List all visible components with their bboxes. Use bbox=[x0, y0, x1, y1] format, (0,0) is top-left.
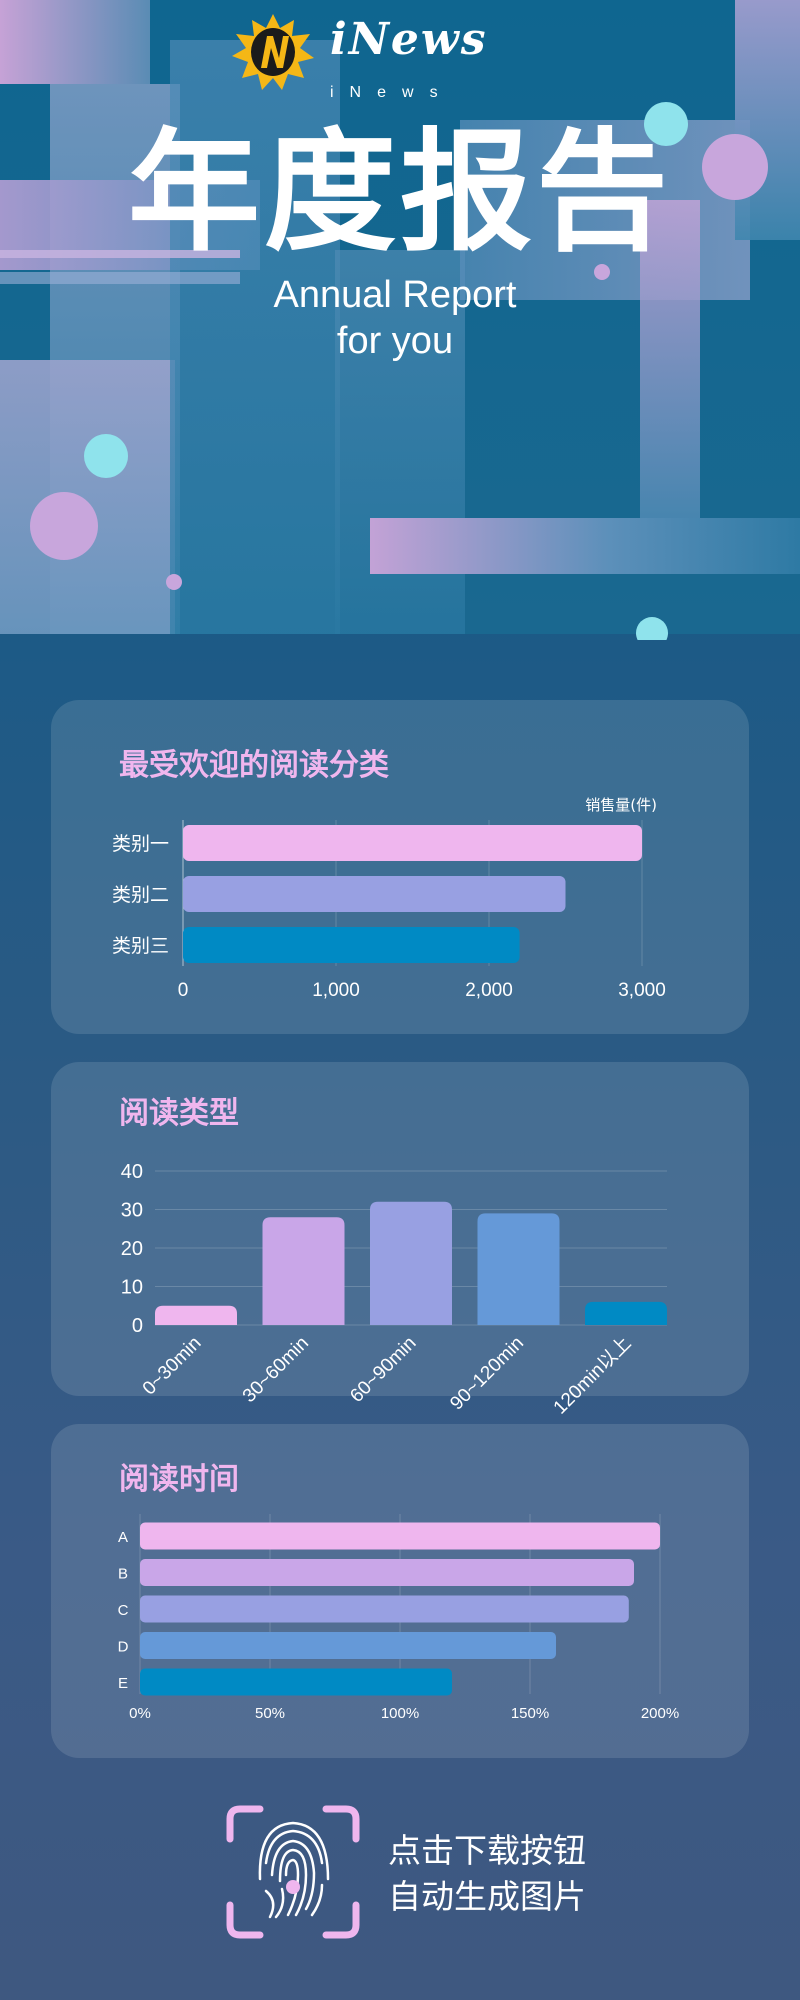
category-label: 类别三 bbox=[112, 935, 169, 957]
bar bbox=[140, 1668, 452, 1696]
bar bbox=[140, 1632, 556, 1659]
chart-title: 最受欢迎的阅读分类 bbox=[119, 748, 389, 783]
page-title: 年度报告 bbox=[128, 116, 672, 270]
deco-block bbox=[0, 0, 150, 84]
bar bbox=[183, 825, 642, 861]
x-tick-label: 0~30min bbox=[139, 1333, 206, 1400]
x-tick-label: 120min以上 bbox=[549, 1332, 635, 1418]
logo-wordmark: iNews bbox=[330, 14, 488, 65]
brand-logo: iNews iNews bbox=[230, 12, 500, 101]
fingerprint-icon[interactable] bbox=[226, 1805, 360, 1939]
bar bbox=[140, 1559, 634, 1586]
x-tick-label: 50% bbox=[255, 1705, 285, 1722]
category-label: D bbox=[118, 1639, 129, 1656]
x-tick-label: 200% bbox=[641, 1705, 679, 1722]
deco-block bbox=[370, 518, 800, 574]
deco-block bbox=[0, 250, 240, 258]
y-tick-label: 0 bbox=[132, 1315, 143, 1337]
deco-block bbox=[0, 360, 175, 634]
category-label: B bbox=[118, 1566, 128, 1583]
bar bbox=[477, 1213, 560, 1325]
chart-reading-time: 0% 50% 100% 150% 200% A B C D E bbox=[118, 1514, 679, 1722]
category-label: C bbox=[118, 1602, 129, 1619]
x-tick-label: 3,000 bbox=[618, 980, 666, 1001]
page-subtitle: Annual Report for you bbox=[0, 272, 790, 364]
y-tick-label: 40 bbox=[121, 1161, 143, 1183]
deco-block bbox=[640, 200, 700, 520]
deco-circle bbox=[30, 492, 98, 560]
bar bbox=[155, 1305, 237, 1325]
category-label: E bbox=[118, 1675, 128, 1692]
x-tick-label: 2,000 bbox=[465, 980, 513, 1001]
x-tick-label: 100% bbox=[381, 1705, 419, 1722]
y-tick-label: 10 bbox=[121, 1277, 143, 1299]
cta-line-1: 点击下载按钮 bbox=[388, 1831, 586, 1870]
deco-circle bbox=[84, 434, 128, 478]
x-tick-label: 90~120min bbox=[446, 1333, 528, 1415]
deco-block bbox=[170, 40, 340, 634]
subtitle-line-2: for you bbox=[336, 320, 454, 362]
hero-banner: iNews iNews 年度报告 Annual Report for you bbox=[0, 0, 800, 640]
bar bbox=[183, 927, 520, 963]
bar bbox=[262, 1217, 345, 1325]
news-badge-icon bbox=[232, 14, 314, 90]
deco-circle bbox=[166, 574, 182, 590]
bar bbox=[370, 1201, 452, 1325]
axis-unit-label: 销售量(件) bbox=[585, 796, 657, 814]
bar bbox=[585, 1301, 667, 1325]
chart-reading-type: 0 10 20 30 40 0~30min 30~60min 60~90min 90~120mi… bbox=[121, 1161, 667, 1418]
category-label: A bbox=[118, 1529, 128, 1546]
cta-line-2: 自动生成图片 bbox=[388, 1877, 586, 1916]
category-label: 类别一 bbox=[112, 833, 169, 855]
deco-block bbox=[735, 0, 800, 240]
deco-circle bbox=[636, 617, 668, 640]
category-label: 类别二 bbox=[112, 884, 169, 906]
y-tick-label: 30 bbox=[121, 1200, 143, 1222]
download-cta[interactable]: 点击下载按钮 自动生成图片 bbox=[388, 1828, 586, 1920]
deco-block bbox=[0, 272, 240, 284]
bar bbox=[140, 1522, 660, 1550]
y-tick-label: 20 bbox=[121, 1238, 143, 1260]
chart-title: 阅读类型 bbox=[119, 1096, 239, 1131]
deco-circle bbox=[594, 264, 610, 280]
chart-card-reading-type: 阅读类型 0 10 20 30 40 0~30min 30~60min 60~90min 90~… bbox=[51, 1062, 749, 1418]
bar bbox=[140, 1595, 629, 1623]
chart-card-reading-time: 阅读时间 0% 50% 100% 150% 200% A B C D E bbox=[51, 1424, 749, 1758]
subtitle-line-1: Annual Report bbox=[273, 274, 517, 316]
chart-card-popular-categories: 最受欢迎的阅读分类 0 1,000 2,000 3,000 销售量(件) 类别一类别二类别… bbox=[51, 700, 749, 1034]
chart-title: 阅读时间 bbox=[119, 1462, 239, 1497]
x-tick-label: 150% bbox=[511, 1705, 549, 1722]
x-tick-label: 60~90min bbox=[346, 1333, 420, 1407]
deco-circle bbox=[702, 134, 768, 200]
logo-subtext: iNews bbox=[330, 84, 454, 101]
x-tick-label: 0% bbox=[129, 1705, 151, 1722]
x-tick-label: 0 bbox=[178, 980, 189, 1001]
x-tick-label: 1,000 bbox=[312, 980, 360, 1001]
deco-circle bbox=[644, 102, 688, 146]
bar bbox=[183, 876, 566, 912]
x-tick-label: 30~60min bbox=[239, 1333, 313, 1407]
